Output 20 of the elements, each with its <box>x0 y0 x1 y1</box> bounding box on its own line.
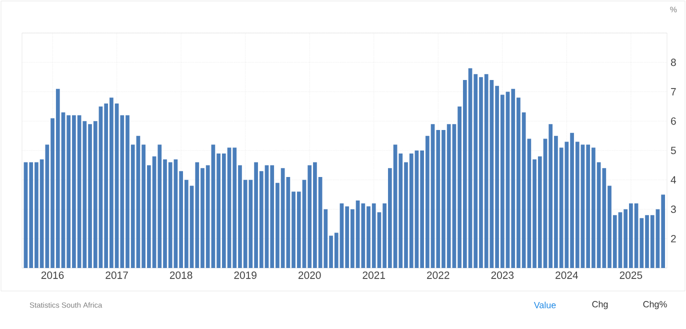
text: Chg% <box>643 300 667 310</box>
y-tick-label: 5 <box>670 146 676 154</box>
x-tick-label: 2024 <box>556 272 578 279</box>
y-tick-label: 7 <box>671 88 676 96</box>
y-tick-label: 8 <box>670 58 676 66</box>
x-tick-label: 2020 <box>298 272 321 279</box>
x-tick-label: 2025 <box>620 272 642 279</box>
x-tick-label: 2021 <box>362 272 385 279</box>
x-tick-label: 2017 <box>106 272 128 279</box>
y-tick-label: 2 <box>671 234 676 242</box>
text: Value <box>534 302 556 308</box>
x-tick-label: 2019 <box>234 272 256 279</box>
x-tick-label: 2022 <box>427 272 450 279</box>
y-tick-label: 4 <box>670 176 676 184</box>
y-tick-label: 3 <box>670 206 676 213</box>
x-tick-label: 2018 <box>170 272 192 279</box>
x-tick-label: 2023 <box>491 272 514 279</box>
y-tick-label: 6 <box>671 117 676 125</box>
x-tick-label: 2016 <box>41 272 64 279</box>
text: Chg <box>592 300 608 310</box>
